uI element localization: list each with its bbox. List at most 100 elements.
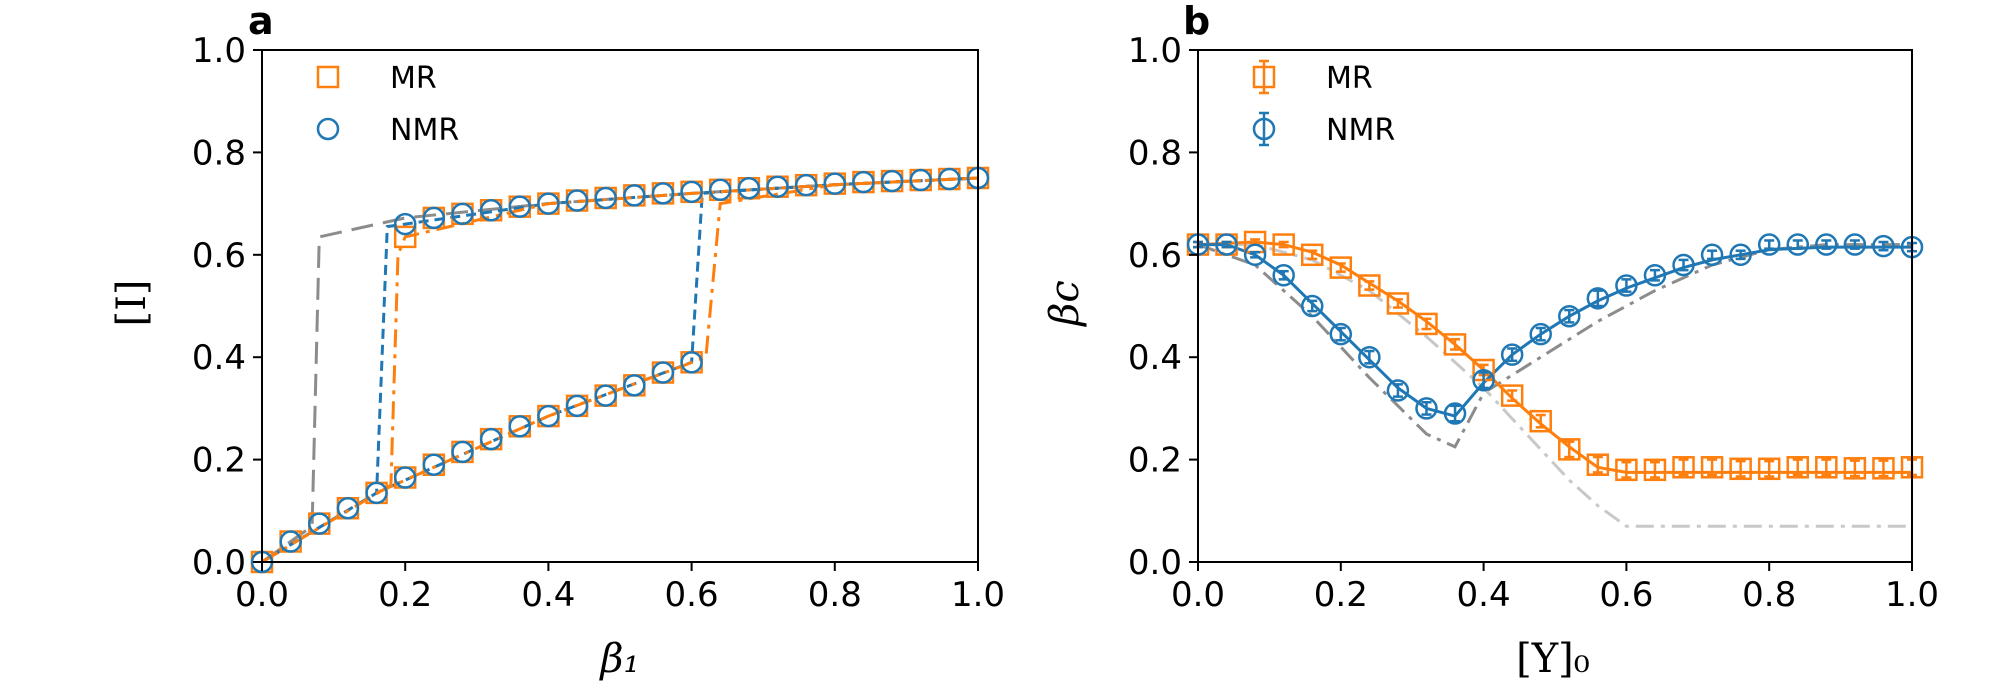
data-point-circle bbox=[1558, 304, 1581, 328]
panel-a-legend: MR NMR bbox=[316, 61, 459, 148]
data-point-circle bbox=[451, 440, 474, 464]
curve-line bbox=[262, 176, 978, 562]
legend-label: NMR bbox=[1326, 113, 1395, 148]
curve-line bbox=[375, 176, 978, 495]
data-point-circle bbox=[1700, 243, 1724, 267]
panel-b-ylabel: βc bbox=[1042, 280, 1088, 328]
data-point-circle bbox=[594, 186, 617, 210]
data-point-circle bbox=[1529, 322, 1552, 346]
curve-line bbox=[1198, 243, 1912, 449]
data-point-circle bbox=[1415, 397, 1438, 420]
data-point-circle bbox=[1643, 264, 1667, 287]
y-tick-label: 0.8 bbox=[1128, 133, 1182, 173]
data-point-circle bbox=[737, 176, 761, 200]
y-tick-label: 1.0 bbox=[192, 31, 246, 71]
data-point-circle bbox=[1215, 233, 1238, 256]
curve-line bbox=[1198, 243, 1912, 418]
data-point-square bbox=[1872, 457, 1895, 480]
data-point-square bbox=[1558, 438, 1581, 461]
y-tick-label: 0.8 bbox=[192, 133, 246, 173]
x-tick-label: 0.0 bbox=[235, 575, 289, 615]
data-point-circle bbox=[623, 374, 646, 397]
x-tick-label: 0.6 bbox=[665, 575, 719, 615]
data-point-circle bbox=[1615, 274, 1638, 297]
data-point-circle bbox=[479, 199, 503, 222]
panel-b-legend: MR NMR bbox=[1252, 59, 1395, 148]
y-tick-label: 0.4 bbox=[1128, 338, 1182, 378]
data-point-circle bbox=[1786, 233, 1810, 256]
data-point-circle bbox=[451, 202, 474, 226]
data-point-square bbox=[1386, 292, 1410, 315]
data-point-circle bbox=[508, 415, 532, 438]
y-tick-label: 0.2 bbox=[192, 441, 246, 481]
legend-label: MR bbox=[1326, 61, 1373, 96]
data-point-circle bbox=[594, 384, 617, 407]
data-point-circle bbox=[1586, 287, 1610, 310]
data-point-square bbox=[1672, 456, 1695, 479]
data-point-circle bbox=[680, 180, 703, 204]
data-point-circle bbox=[565, 189, 589, 212]
data-point-square bbox=[1643, 458, 1667, 482]
x-tick-label: 0.2 bbox=[1314, 575, 1368, 615]
data-point-square bbox=[1586, 453, 1610, 476]
curve-line bbox=[262, 176, 978, 562]
data-point-square bbox=[1843, 457, 1867, 480]
panel-b-letter: b bbox=[1183, 0, 1210, 43]
data-point-circle bbox=[909, 168, 932, 192]
x-tick-label: 0.6 bbox=[1599, 575, 1653, 615]
y-tick-label: 0.2 bbox=[1128, 441, 1182, 481]
panel-a-ticks: 0.0 0.2 0.4 0.6 0.8 1.0 0.0 0.2 0.4 0.6 0.8 1.0 bbox=[192, 31, 1005, 615]
y-tick-label: 0.0 bbox=[1128, 543, 1182, 583]
data-point-circle bbox=[1472, 368, 1495, 392]
data-point-circle bbox=[565, 394, 589, 418]
data-point-circle bbox=[651, 361, 675, 384]
data-point-circle bbox=[938, 167, 961, 191]
data-point-circle bbox=[1872, 234, 1895, 258]
data-point-circle bbox=[651, 182, 675, 205]
y-tick-label: 0.0 bbox=[192, 543, 246, 583]
data-point-circle bbox=[1329, 322, 1353, 346]
data-point-circle bbox=[422, 206, 446, 230]
legend-circle-marker bbox=[1252, 117, 1276, 141]
data-point-circle bbox=[279, 530, 302, 553]
data-point-circle bbox=[508, 195, 532, 218]
data-point-circle bbox=[393, 212, 417, 236]
x-tick-label: 0.8 bbox=[1742, 575, 1796, 615]
data-point-circle bbox=[1815, 233, 1838, 256]
y-tick-label: 0.4 bbox=[192, 338, 246, 378]
panel-a-curves bbox=[262, 176, 978, 562]
data-point-circle bbox=[1843, 233, 1867, 256]
data-point-square bbox=[1757, 457, 1781, 481]
data-point-square bbox=[1358, 274, 1381, 297]
data-point-square bbox=[1786, 456, 1810, 479]
data-point-square bbox=[1415, 312, 1438, 336]
legend-label: NMR bbox=[390, 113, 459, 148]
data-point-square bbox=[1615, 458, 1638, 482]
data-point-circle bbox=[1443, 402, 1467, 425]
data-point-square bbox=[393, 225, 417, 249]
data-point-circle bbox=[1272, 264, 1295, 287]
data-point-circle bbox=[537, 404, 560, 428]
x-tick-label: 0.0 bbox=[1171, 575, 1225, 615]
data-point-circle bbox=[1500, 343, 1524, 366]
data-point-circle bbox=[1386, 379, 1410, 402]
data-point-circle bbox=[766, 175, 789, 198]
legend-circle-marker bbox=[316, 117, 340, 141]
panel-b-curves bbox=[1198, 240, 1912, 528]
y-tick-label: 1.0 bbox=[1128, 31, 1182, 71]
curve-line bbox=[262, 176, 978, 562]
data-point-square bbox=[1329, 256, 1353, 279]
data-point-circle bbox=[1358, 345, 1381, 369]
panel-b: 0.0 0.2 0.4 0.6 0.8 1.0 0.0 0.2 0.4 0.6 0.8 1.0 b [… bbox=[1042, 0, 1939, 682]
x-tick-label: 1.0 bbox=[1885, 575, 1939, 615]
data-point-circle bbox=[336, 496, 360, 520]
panel-b-xlabel: [Y]₀ bbox=[1516, 636, 1590, 682]
panel-a-xlabel: β₁ bbox=[598, 636, 639, 682]
panel-b-markers bbox=[1186, 230, 1924, 482]
data-point-circle bbox=[479, 427, 503, 451]
panel-b-frame bbox=[1197, 49, 1913, 563]
data-point-circle bbox=[880, 169, 904, 193]
x-tick-label: 0.4 bbox=[1457, 575, 1511, 615]
y-tick-label: 0.6 bbox=[1128, 236, 1182, 276]
